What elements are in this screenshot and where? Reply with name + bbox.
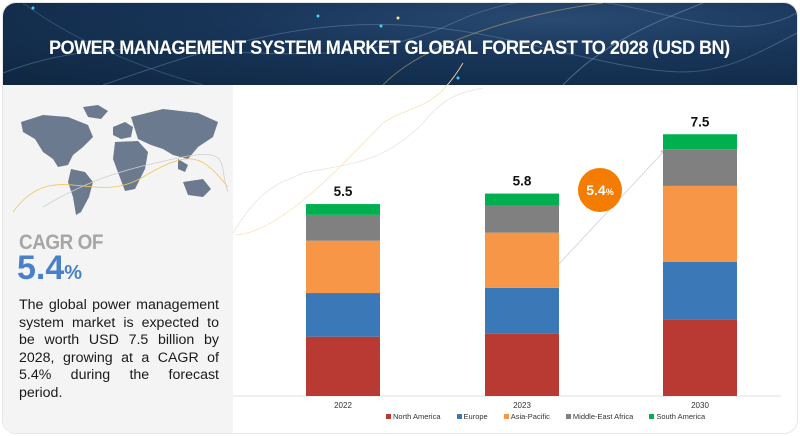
stacked-bar-chart: 5.5 2022 5.8 2023 7.5 2030 — [232, 62, 781, 410]
bar-segment-south-america-2022 — [306, 204, 380, 215]
bar-segment-europe-2030 — [663, 261, 737, 320]
bar-segment-south-america-2030 — [663, 134, 737, 150]
legend-item: South America — [649, 412, 705, 421]
cagr-number: 5.4 — [17, 249, 65, 287]
legend-item: North America — [386, 412, 441, 421]
legend-swatch — [503, 414, 509, 419]
bar-segment-asia-pacific-2030 — [663, 185, 737, 262]
cagr-unit: % — [64, 262, 83, 284]
cagr-label: CAGR OF — [19, 231, 103, 254]
bar-total-label: 7.5 — [691, 114, 710, 129]
bar-segment-south-america-2023 — [485, 193, 559, 206]
bar-segment-middle-east-africa-2022 — [306, 214, 380, 241]
decorative-curve — [232, 87, 484, 234]
cagr-value: 5.4% — [17, 249, 82, 288]
bar-segment-europe-2022 — [306, 293, 380, 337]
legend-swatch — [565, 414, 571, 419]
legend-label: South America — [656, 412, 706, 421]
header-decoration — [3, 3, 797, 85]
x-tick-label: 2022 — [334, 401, 352, 410]
bar-segment-asia-pacific-2023 — [485, 232, 559, 288]
bar-segment-asia-pacific-2022 — [306, 240, 380, 294]
x-tick-label: 2030 — [691, 401, 709, 410]
bar-total-label: 5.8 — [513, 174, 532, 189]
x-tick-label: 2023 — [513, 401, 531, 410]
bar-segment-middle-east-africa-2023 — [485, 205, 559, 233]
decorative-curve — [234, 62, 464, 236]
legend-label: Asia-Pacific — [510, 412, 550, 421]
bar-segment-north-america-2023 — [485, 333, 559, 396]
summary-panel: CAGR OF 5.4% The global power management… — [3, 85, 233, 433]
legend-swatch — [456, 414, 462, 419]
legend-item: Middle-East Africa — [565, 412, 634, 421]
legend-item: Asia-Pacific — [503, 412, 550, 421]
badge-unit: % — [605, 186, 614, 197]
bar-segment-middle-east-africa-2030 — [663, 149, 737, 186]
bar-segment-north-america-2022 — [306, 336, 380, 396]
cagr-badge: 5.4% — [578, 168, 622, 212]
market-description: The global power management system marke… — [19, 297, 219, 401]
chart-legend: North America Europe Asia-Pacific Middle-Ea… — [386, 412, 705, 421]
legend-item: Europe — [456, 412, 488, 421]
legend-swatch — [649, 414, 655, 419]
legend-swatch — [386, 414, 391, 419]
bar-total-label: 5.5 — [334, 184, 353, 199]
page-title: POWER MANAGEMENT SYSTEM MARKET GLOBAL FO… — [49, 37, 730, 59]
world-map-icon — [13, 105, 228, 215]
legend-label: Middle-East Africa — [572, 412, 634, 421]
legend-label: Europe — [463, 412, 488, 421]
bar-segment-europe-2023 — [485, 287, 559, 334]
legend-label: North America — [393, 412, 441, 421]
header-banner: POWER MANAGEMENT SYSTEM MARKET GLOBAL FO… — [3, 3, 797, 85]
badge-number: 5.4 — [586, 182, 606, 198]
bar-segment-north-america-2030 — [663, 319, 737, 396]
